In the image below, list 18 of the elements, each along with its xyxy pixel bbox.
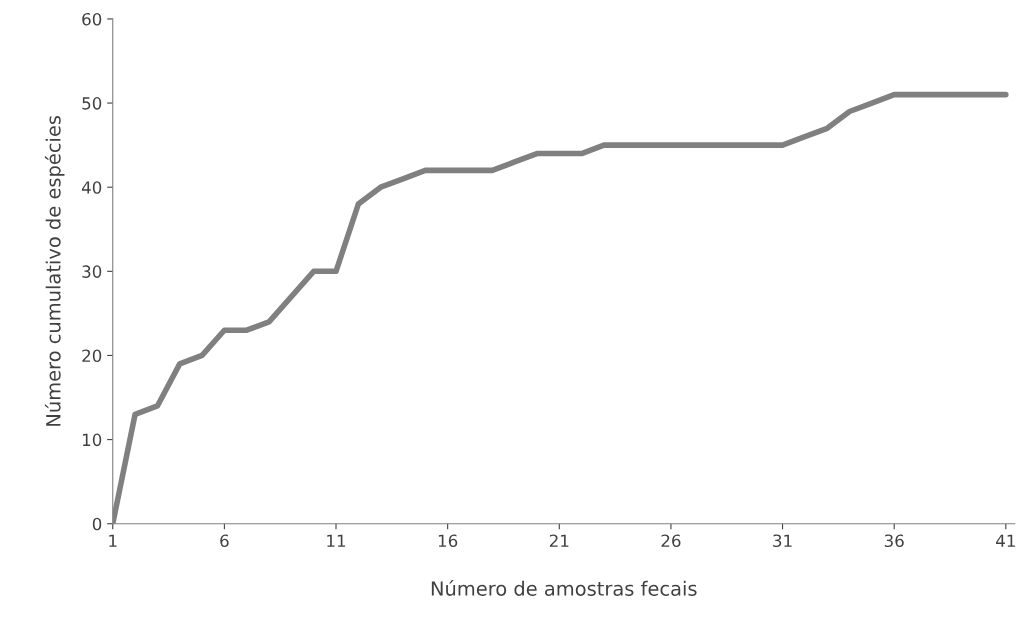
- y-tick-label: 50: [82, 97, 102, 110]
- y-tick-label: 30: [82, 265, 102, 278]
- y-tick-label: 0: [92, 517, 102, 531]
- y-axis-title: Número cumulativo de espécies: [44, 115, 65, 426]
- y-tick-label: 60: [82, 12, 102, 26]
- y-tick-label: 10: [82, 433, 102, 447]
- x-tick-label: 31: [773, 534, 792, 548]
- y-tick-label: 20: [82, 349, 102, 363]
- x-tick-label: 1: [109, 534, 117, 547]
- x-tick-label: 6: [220, 534, 229, 548]
- x-tick-label: 21: [549, 534, 569, 547]
- y-tick-label: 40: [81, 181, 102, 194]
- x-axis-title: Número de amostras fecais: [431, 580, 697, 596]
- x-tick-label: 16: [438, 534, 458, 548]
- x-tick-label: 11: [327, 534, 346, 547]
- x-tick-label: 41: [996, 534, 1015, 547]
- x-tick-label: 26: [661, 534, 681, 548]
- x-tick-label: 36: [884, 534, 904, 548]
